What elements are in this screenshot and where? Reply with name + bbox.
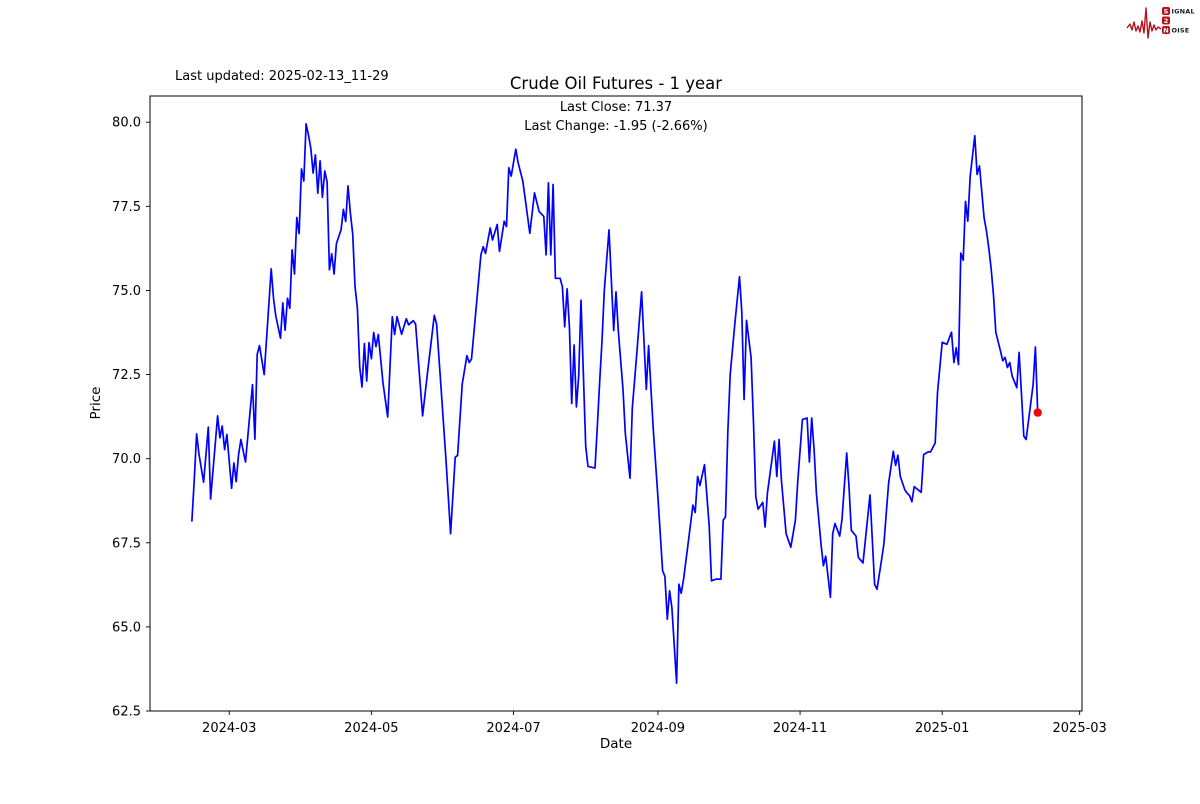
y-tick-label: 75.0 (112, 284, 141, 299)
x-tick-label: 2025-03 (1053, 721, 1107, 736)
last-close-annotation: Last Close: 71.37 (560, 100, 672, 115)
y-tick-label: 62.5 (112, 705, 141, 720)
logo-letter-n: N (1163, 27, 1168, 35)
y-tick-label: 72.5 (112, 368, 141, 383)
x-tick-label: 2024-05 (344, 721, 398, 736)
x-tick-label: 2024-03 (202, 721, 256, 736)
signal2noise-logo: S IGNAL 2 N OISE (1126, 7, 1195, 39)
logo-letter-box-s (1162, 7, 1170, 15)
x-tick-label: 2024-07 (486, 721, 540, 736)
y-tick-label: 77.5 (112, 200, 141, 215)
last-updated-text: Last updated: 2025-02-13_11-29 (175, 69, 389, 84)
logo-word-oise: OISE (1172, 27, 1190, 35)
y-tick-label: 80.0 (112, 116, 141, 131)
chart-title: Crude Oil Futures - 1 year (510, 74, 722, 93)
y-axis-label: Price (88, 387, 104, 420)
logo-letter-s: S (1164, 8, 1169, 16)
last-change-annotation: Last Change: -1.95 (-2.66%) (524, 119, 707, 134)
x-tick-label: 2025-01 (915, 721, 969, 736)
x-axis-label: Date (600, 736, 632, 752)
plot-area: 2024-03 2024-05 2024-07 2024-09 2024-11 2025-… (112, 95, 1107, 736)
last-point-marker (1033, 408, 1042, 417)
axes-frame (149, 95, 1083, 712)
x-tick-label: 2024-11 (773, 721, 827, 736)
y-tick-label: 65.0 (112, 620, 141, 635)
y-tick-label: 67.5 (112, 536, 141, 551)
logo-letter-box-2 (1162, 16, 1170, 25)
logo-letter-box-n (1162, 26, 1170, 34)
logo-word-ignal: IGNAL (1172, 8, 1195, 16)
x-tick-label: 2024-09 (631, 721, 685, 736)
waveform-icon (1126, 7, 1162, 39)
y-tick-label: 70.0 (112, 452, 141, 467)
logo-letter-2: 2 (1164, 17, 1169, 25)
price-line (191, 123, 1039, 684)
